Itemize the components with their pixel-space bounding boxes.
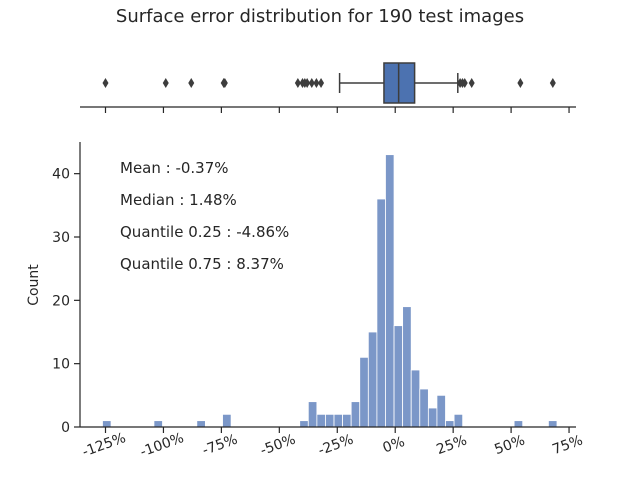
x-tick-label-6: 25% — [434, 432, 469, 458]
histogram-bar-1 — [153, 420, 163, 428]
x-tick-label-3: -50% — [258, 432, 297, 459]
histogram-bar-3 — [222, 413, 232, 428]
histogram-bar-8 — [333, 413, 344, 428]
histogram-bar-15 — [393, 325, 404, 428]
x-tick-label-8: 75% — [550, 432, 585, 458]
x-tick-label-4: -25% — [316, 432, 355, 459]
box-outlier-14 — [461, 78, 468, 88]
histogram-bar-7 — [325, 413, 335, 428]
histogram-bar-13 — [376, 198, 386, 428]
box-outlier-0 — [102, 78, 109, 88]
box-outlier-16 — [517, 78, 524, 88]
y-tick-label-4: 40 — [52, 167, 70, 183]
y-tick-label-2: 20 — [52, 293, 70, 309]
x-tick-label-5: 0% — [381, 434, 407, 457]
box-outlier-15 — [468, 78, 475, 88]
box-outlier-5 — [294, 78, 301, 88]
y-tick-label-0: 0 — [61, 420, 70, 436]
histogram-bar-17 — [410, 369, 421, 428]
histogram-bar-24 — [548, 420, 558, 428]
histogram-bar-19 — [427, 407, 438, 428]
quantile-25-annotation: Quantile 0.25 : -4.86% — [120, 223, 290, 241]
y-tick-label-1: 10 — [52, 357, 70, 373]
histogram-bar-21 — [445, 420, 455, 428]
histogram-bar-9 — [342, 413, 352, 428]
box-outlier-8 — [304, 78, 311, 88]
x-tick-label-1: -100% — [138, 430, 186, 460]
box-outlier-10 — [313, 78, 320, 88]
histogram-bar-18 — [419, 388, 429, 428]
mean-annotation: Mean : -0.37% — [120, 159, 229, 177]
histogram-bar-22 — [453, 413, 464, 428]
boxplot-panel — [80, 62, 576, 113]
x-tick-label-2: -75% — [200, 432, 239, 459]
quantile-75-annotation: Quantile 0.75 : 8.37% — [120, 255, 284, 273]
box-outlier-2 — [188, 78, 195, 88]
histogram-bar-16 — [402, 306, 412, 428]
histogram-bar-12 — [367, 331, 378, 428]
histogram-bar-23 — [513, 420, 524, 428]
y-axis-label: Count — [26, 264, 42, 306]
histogram-bar-10 — [350, 401, 361, 428]
histogram-bar-20 — [436, 394, 446, 428]
histogram-bar-5 — [307, 401, 318, 428]
histogram-axes: 0 10 20 30 40 -125% -100% -75% -50% -25% 0% 25% 50% 7… — [52, 142, 585, 460]
chart-title: Surface error distribution for 190 test … — [115, 6, 525, 27]
histogram-bar-4 — [299, 420, 309, 428]
box-outlier-17 — [549, 78, 556, 88]
histogram-bar-14 — [385, 154, 395, 428]
histogram-bar-6 — [316, 413, 326, 428]
median-annotation: Median : 1.48% — [120, 191, 237, 209]
histogram-bar-0 — [102, 420, 112, 428]
x-tick-label-7: 50% — [492, 432, 527, 458]
box-outlier-11 — [318, 78, 325, 88]
y-tick-label-3: 30 — [52, 230, 70, 246]
histogram-bars — [102, 154, 558, 428]
box-outlier-1 — [162, 78, 169, 88]
histogram-bar-11 — [359, 356, 369, 428]
box-outlier-9 — [308, 78, 315, 88]
box-outlier-4 — [221, 78, 228, 88]
x-tick-label-0: -125% — [80, 430, 128, 460]
histogram-bar-2 — [196, 420, 206, 428]
